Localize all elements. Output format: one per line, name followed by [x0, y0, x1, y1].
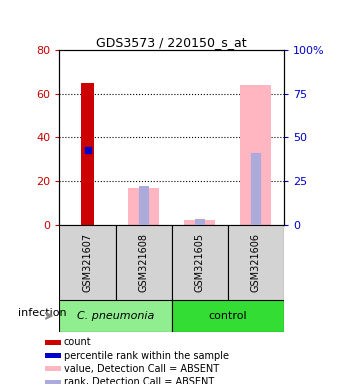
Title: GDS3573 / 220150_s_at: GDS3573 / 220150_s_at	[96, 36, 247, 49]
Text: infection: infection	[18, 308, 67, 318]
Text: rank, Detection Call = ABSENT: rank, Detection Call = ABSENT	[64, 377, 214, 384]
Bar	[195, 219, 205, 225]
Point	[85, 146, 90, 152]
Bar	[81, 83, 94, 225]
Bar	[59, 225, 116, 300]
Bar	[172, 300, 284, 332]
Bar	[116, 225, 172, 300]
Bar	[45, 340, 61, 345]
Bar	[128, 187, 159, 225]
Bar	[228, 225, 284, 300]
Bar	[45, 380, 61, 384]
Text: GSM321605: GSM321605	[195, 233, 205, 291]
Bar	[45, 353, 61, 358]
Text: control: control	[208, 311, 247, 321]
Bar	[240, 85, 271, 225]
Text: GSM321607: GSM321607	[83, 233, 92, 291]
Bar	[251, 153, 261, 225]
Bar	[139, 186, 149, 225]
Bar	[45, 366, 61, 371]
Text: percentile rank within the sample: percentile rank within the sample	[64, 351, 228, 361]
Bar	[59, 300, 172, 332]
Text: GSM321606: GSM321606	[251, 233, 261, 291]
Text: GSM321608: GSM321608	[139, 233, 149, 291]
Text: C. pneumonia: C. pneumonia	[77, 311, 154, 321]
Text: value, Detection Call = ABSENT: value, Detection Call = ABSENT	[64, 364, 219, 374]
Bar	[184, 220, 215, 225]
Bar	[172, 225, 228, 300]
Text: count: count	[64, 337, 91, 347]
